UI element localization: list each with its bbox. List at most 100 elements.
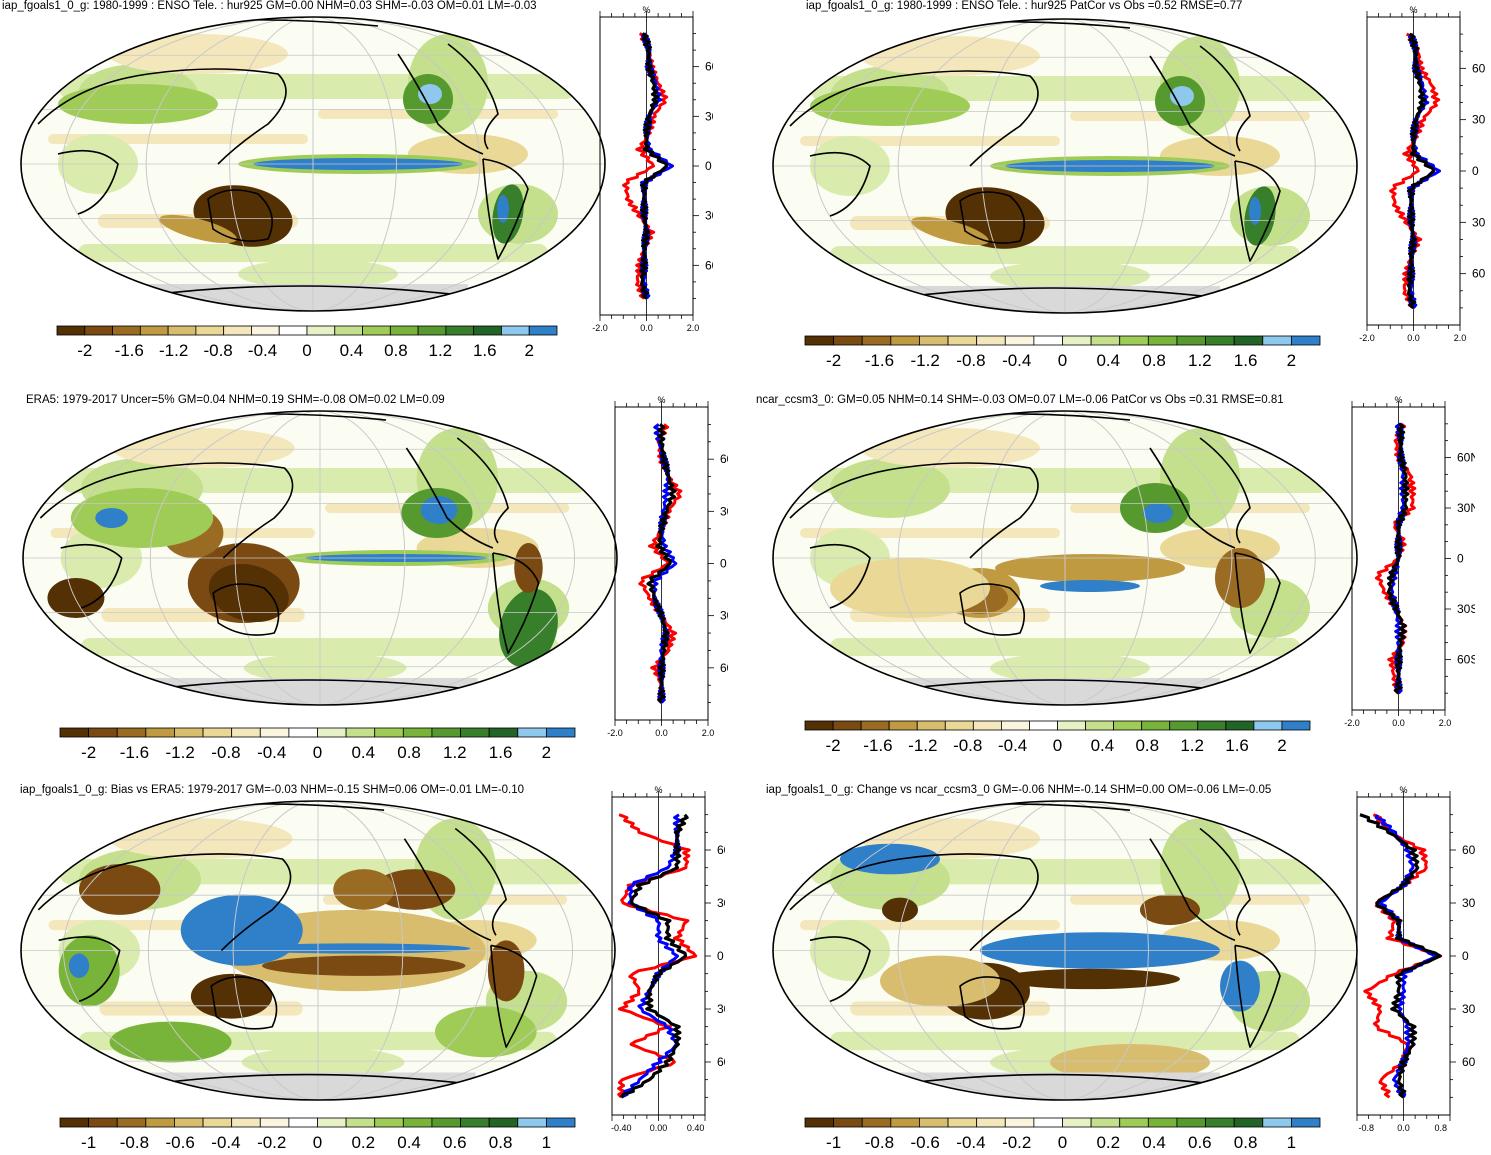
colorbar-box xyxy=(1233,1117,1264,1128)
colorbar-box xyxy=(832,720,862,731)
colorbar-label: 2 xyxy=(1277,736,1286,755)
colorbar-box xyxy=(947,335,978,346)
colorbar-box xyxy=(278,325,308,336)
field-anomaly xyxy=(810,86,970,126)
colorbar-box xyxy=(861,335,892,346)
colorbar-label: 1.6 xyxy=(473,341,497,360)
coastline xyxy=(959,583,1026,636)
field-anomaly xyxy=(1050,1044,1210,1081)
colorbar-box xyxy=(944,720,974,731)
y-tick-label: 30N xyxy=(717,896,725,910)
field-anomaly xyxy=(830,558,990,618)
coastline xyxy=(789,70,1039,167)
colorbar-box xyxy=(804,1117,835,1128)
unit-label: % xyxy=(642,5,650,15)
colorbar-box xyxy=(804,335,835,346)
field-anomaly xyxy=(487,940,525,1002)
colorbar-box xyxy=(488,727,519,738)
y-tick-label: 30 xyxy=(1462,896,1476,910)
colorbar-label: -0.8 xyxy=(865,1133,894,1152)
colorbar-box xyxy=(231,727,261,738)
colorbar-label: -2 xyxy=(826,351,841,370)
y-tick-label: 60N xyxy=(720,452,728,466)
field-anomaly xyxy=(1249,197,1261,225)
x-tick-label: 0.0 xyxy=(1397,1123,1410,1133)
coastline xyxy=(492,552,540,654)
panel-6-colorbar: -1 -0.8 -0.6 -0.4 -0.2 0 0.2 0.4 0.6 0.8 1 xyxy=(804,1117,1321,1152)
colorbar-box xyxy=(517,727,547,738)
field-anomaly xyxy=(373,869,456,910)
coastline xyxy=(397,53,484,155)
field-anomaly xyxy=(159,214,237,244)
y-tick-label: 60S xyxy=(1457,653,1475,667)
colorbar-box xyxy=(1000,720,1030,731)
unit-label: % xyxy=(1399,785,1407,795)
coastline xyxy=(147,679,478,691)
panel-5-zonal-mean: % -0.40 0.00 0.40 60N 30N 0 30S 60S xyxy=(611,785,725,1133)
y-tick-label: 30N xyxy=(1457,501,1475,515)
field-anomaly xyxy=(58,935,120,1007)
colorbar-box xyxy=(919,1117,949,1128)
panel-2-zonal-mean: % -2.0 0.0 2.0 60 30 0 30 60 xyxy=(1359,5,1485,343)
x-tick-label: 2.0 xyxy=(1439,718,1452,728)
colorbar-box xyxy=(195,325,225,336)
colorbar-label: -0.8 xyxy=(120,1133,149,1152)
colorbar-label: -1.2 xyxy=(166,743,195,762)
field-anomaly xyxy=(1040,580,1140,592)
colorbar-box xyxy=(389,325,419,336)
coastlines xyxy=(37,18,529,297)
colorbar-label: 0.4 xyxy=(340,341,364,360)
colorbar-box xyxy=(1033,1117,1063,1128)
colorbar-label: 0 xyxy=(313,743,322,762)
colorbar-label: 2 xyxy=(524,341,533,360)
y-tick-label: 30S xyxy=(1457,602,1475,616)
colorbar-label: -0.4 xyxy=(998,736,1027,755)
field-anomaly xyxy=(68,953,90,978)
colorbar-label: -0.8 xyxy=(953,736,982,755)
colorbar-box xyxy=(545,1117,576,1128)
y-tick-label: 30 xyxy=(1462,1002,1476,1016)
colorbar-box xyxy=(1029,720,1058,731)
colorbar-box xyxy=(145,727,175,738)
panel-5-map xyxy=(20,800,616,1101)
colorbar-label: 0.6 xyxy=(1188,1133,1212,1152)
panel-5-title: iap_fgoals1_0_g: Bias vs ERA5: 1979-2017… xyxy=(20,784,525,796)
colorbar-box xyxy=(59,727,90,738)
colorbar-box xyxy=(317,1117,347,1128)
missing-data-region xyxy=(890,1072,1220,1100)
colorbar-box xyxy=(84,325,113,336)
coastline xyxy=(894,1073,1221,1086)
field-anomaly xyxy=(333,869,395,910)
colorbar-box xyxy=(306,325,336,336)
coastline xyxy=(454,827,507,936)
field-anomaly xyxy=(190,973,273,1019)
colorbar-box xyxy=(374,1117,404,1128)
colorbar-label: 1.6 xyxy=(1234,351,1258,370)
colorbar-label: 0 xyxy=(1053,736,1062,755)
graticule xyxy=(21,801,615,1100)
colorbar-label: 0.4 xyxy=(397,1133,421,1152)
colorbar-box xyxy=(362,325,391,336)
series-line-red xyxy=(1374,422,1417,695)
colorbar-box xyxy=(1262,335,1292,346)
colorbar-box xyxy=(1004,1117,1035,1128)
field-anomaly xyxy=(109,1021,232,1063)
colorbar-box xyxy=(223,325,252,336)
colorbar-label: 0.2 xyxy=(351,1133,375,1152)
colorbar-box xyxy=(417,325,447,336)
map-field xyxy=(773,411,1357,705)
colorbar-label: 2 xyxy=(1287,351,1296,370)
coastline xyxy=(789,462,1039,559)
map-field xyxy=(23,411,617,705)
x-tick-label: -2.0 xyxy=(607,728,623,738)
colorbar-label: 0.8 xyxy=(1234,1133,1258,1152)
colorbar-box xyxy=(890,1117,920,1128)
coastline xyxy=(37,68,287,165)
x-tick-label: 2.0 xyxy=(687,323,700,333)
colorbar-label: -0.2 xyxy=(1002,1133,1031,1152)
panel-1-title: iap_fgoals1_0_g: 1980-1999 : ENSO Tele. … xyxy=(2,0,537,12)
colorbar-box xyxy=(501,325,530,336)
field-anomaly xyxy=(1215,548,1265,608)
field-anomaly xyxy=(420,496,458,524)
colorbar-label: 0.6 xyxy=(443,1133,467,1152)
